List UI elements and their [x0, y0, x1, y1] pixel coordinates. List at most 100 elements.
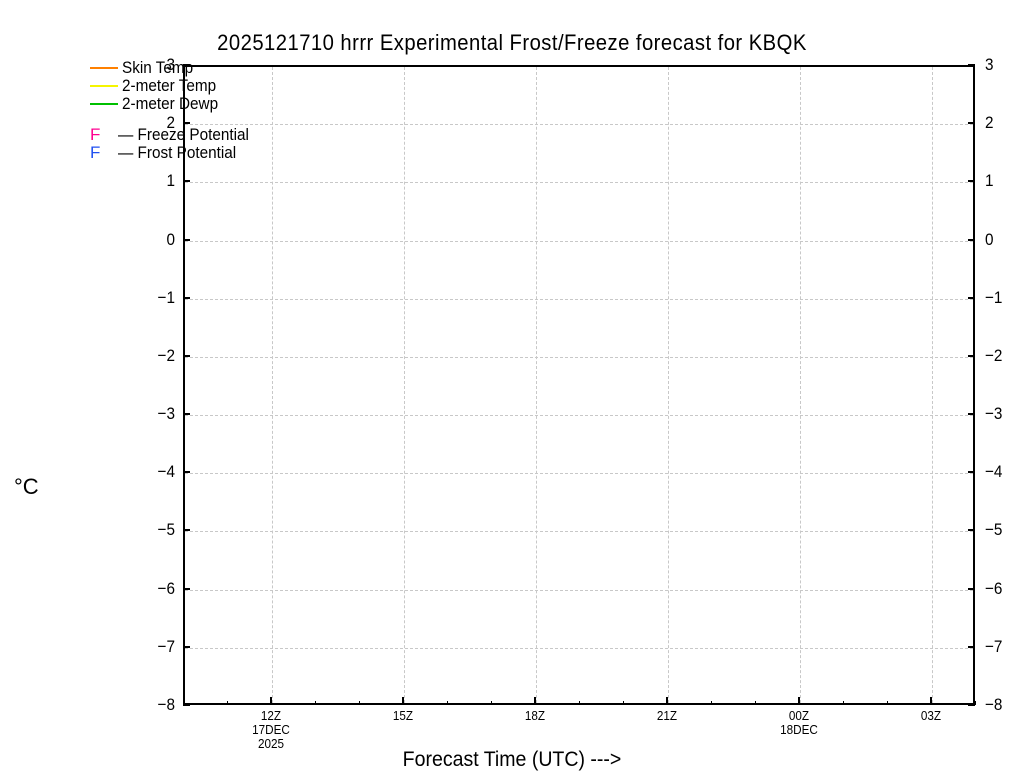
x-axis-tick-minor — [226, 701, 228, 705]
legend-item-series: 2-meter Dewp — [90, 95, 264, 113]
y-axis-tick-label-right: −3 — [985, 404, 1003, 424]
x-axis-tick-label: 21Z — [656, 708, 678, 723]
legend-item-series: Skin Temp — [90, 59, 264, 77]
y-axis-tick-right — [968, 704, 975, 706]
x-axis-tick-minor — [710, 701, 712, 705]
y-axis-tick-label-left: 3 — [166, 55, 175, 74]
legend-item-label: — Frost Potential — [118, 143, 237, 162]
y-axis-tick-right — [968, 180, 975, 183]
plot-area — [183, 65, 975, 705]
y-axis-tick-label-left: −6 — [157, 578, 175, 598]
x-axis-tick-label: 18Z — [524, 708, 546, 723]
y-axis-tick-label-left: −4 — [157, 462, 175, 482]
y-axis-tick-label-right: 0 — [985, 229, 994, 249]
y-axis-tick-right — [968, 122, 975, 125]
y-axis-tick-label-right: 3 — [985, 55, 994, 74]
legend-item-potential: F — Frost Potential — [90, 144, 264, 162]
x-axis-tick-major — [402, 697, 404, 705]
gridline-vertical — [932, 67, 933, 703]
y-axis-tick-right — [968, 645, 975, 648]
y-axis-tick-label-left: −8 — [157, 695, 175, 714]
x-axis-tick-minor — [446, 701, 448, 705]
x-axis-tick-minor — [314, 701, 316, 705]
x-axis-tick-minor — [886, 701, 888, 705]
legend-item-label: 2-meter Temp — [122, 76, 217, 95]
y-axis-tick-left — [183, 471, 190, 474]
y-axis-tick-label-left: −2 — [157, 345, 175, 365]
y-axis-tick-left — [183, 529, 190, 532]
x-axis-tick-major — [798, 697, 800, 705]
y-axis-tick-label-left: 1 — [166, 171, 175, 191]
y-axis-tick-left — [183, 122, 190, 125]
y-axis-tick-label-right: −6 — [985, 578, 1003, 598]
gridline-horizontal — [185, 415, 973, 417]
x-axis-tick-label: 12Z 17DEC 2025 — [252, 708, 290, 751]
x-axis-tick-major — [930, 697, 932, 705]
legend-item-potential: F — Freeze Potential — [90, 126, 264, 144]
x-axis-tick-major — [534, 697, 536, 705]
gridline-horizontal — [185, 531, 973, 533]
x-axis-tick-minor — [578, 701, 580, 705]
y-axis-tick-left — [183, 64, 190, 66]
y-axis-tick-right — [968, 296, 975, 299]
y-axis-tick-label-right: −2 — [985, 345, 1003, 365]
y-axis-tick-label-right: −1 — [985, 287, 1003, 307]
page-title: 2025121710 hrrr Experimental Frost/Freez… — [217, 30, 807, 55]
legend-symbol-marker: F — [90, 143, 101, 162]
legend-item-label: Skin Temp — [122, 58, 194, 77]
y-axis-tick-left — [183, 645, 190, 648]
gridline-horizontal — [185, 473, 973, 475]
y-axis-tick-right — [968, 238, 975, 241]
y-axis-tick-left — [183, 180, 190, 183]
legend-item-label: 2-meter Dewp — [122, 94, 219, 113]
x-axis-tick-minor — [490, 701, 492, 705]
y-axis-tick-label-left: 0 — [166, 229, 175, 249]
x-axis-tick-minor — [358, 701, 360, 705]
chart-legend: Skin Temp 2-meter Temp 2-meter Dewp F — Free… — [90, 59, 264, 162]
x-axis-tick-major — [666, 697, 668, 705]
y-axis-title: °C — [14, 474, 39, 499]
x-axis-tick-minor — [182, 701, 184, 705]
gridline-horizontal — [185, 182, 973, 184]
y-axis-tick-left — [183, 296, 190, 299]
gridline-vertical — [800, 67, 801, 703]
gridline-horizontal — [185, 124, 973, 126]
y-axis-tick-right — [968, 529, 975, 532]
gridline-horizontal — [185, 589, 973, 591]
y-axis-tick-left — [183, 587, 190, 590]
gridline-vertical — [404, 67, 405, 703]
gridline-horizontal — [185, 240, 973, 242]
y-axis-tick-label-left: −5 — [157, 520, 175, 540]
y-axis-tick-right — [968, 587, 975, 590]
y-axis-tick-label-left: −7 — [157, 636, 175, 656]
gridline-horizontal — [185, 356, 973, 358]
gridline-vertical — [272, 67, 273, 703]
x-axis-tick-minor — [754, 701, 756, 705]
legend-symbol-marker: F — [90, 125, 101, 144]
y-axis-tick-right — [968, 64, 975, 66]
legend-line-swatch — [90, 84, 118, 87]
x-axis-tick-label: 15Z — [392, 708, 414, 723]
y-axis-tick-label-right: −8 — [985, 695, 1003, 714]
y-axis-tick-left — [183, 354, 190, 357]
y-axis-tick-right — [968, 471, 975, 474]
legend-item-series: 2-meter Temp — [90, 77, 264, 95]
x-axis-tick-minor — [974, 701, 976, 705]
gridline-horizontal — [185, 647, 973, 649]
y-axis-tick-label-right: 2 — [985, 113, 994, 133]
x-axis-tick-major — [270, 697, 272, 705]
y-axis-tick-label-right: 1 — [985, 171, 994, 191]
gridline-horizontal — [185, 298, 973, 300]
y-axis-tick-label-right: −4 — [985, 462, 1003, 482]
legend-line-swatch — [90, 66, 118, 69]
y-axis-tick-label-left: −3 — [157, 404, 175, 424]
x-axis-tick-label: 03Z — [920, 708, 942, 723]
legend-item-label: — Freeze Potential — [118, 125, 249, 144]
legend-line-swatch — [90, 102, 118, 105]
y-axis-tick-label-right: −5 — [985, 520, 1003, 540]
x-axis-tick-minor — [842, 701, 844, 705]
y-axis-tick-label-left: 2 — [166, 113, 175, 133]
y-axis-tick-left — [183, 238, 190, 241]
x-axis-title: Forecast Time (UTC) ---> — [402, 748, 622, 771]
y-axis-tick-left — [183, 704, 190, 706]
